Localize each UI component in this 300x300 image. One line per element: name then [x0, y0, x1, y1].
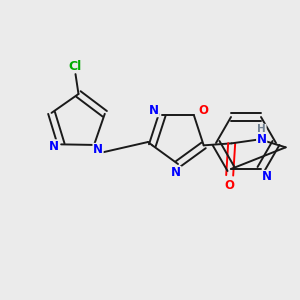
Text: O: O [199, 104, 209, 117]
Text: N: N [262, 170, 272, 184]
Text: Cl: Cl [69, 59, 82, 73]
Text: N: N [149, 104, 159, 117]
Text: O: O [225, 179, 235, 192]
Text: H: H [257, 124, 266, 134]
Text: N: N [257, 133, 267, 146]
Text: N: N [93, 143, 103, 156]
Text: N: N [49, 140, 59, 153]
Text: N: N [171, 167, 181, 179]
